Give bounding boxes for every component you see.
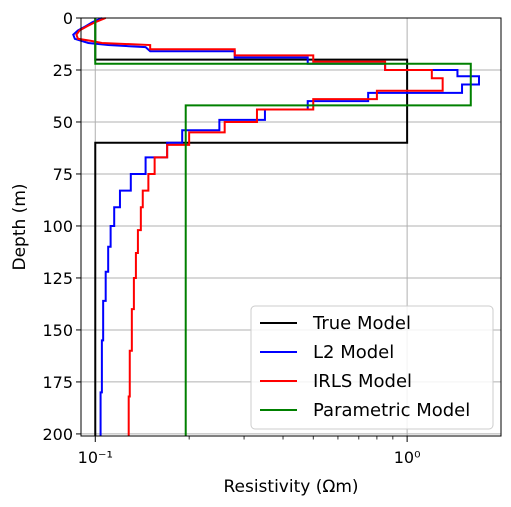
x-tick-label: 10⁻¹ — [78, 448, 113, 467]
legend-box — [250, 305, 494, 430]
legend-label-true-model: True Model — [312, 313, 411, 334]
axis-ticks: 0 25 50 75 100 125 150 175 200 10⁻¹ 10⁰ — [42, 9, 420, 467]
plot-area-frame — [80, 17, 502, 437]
y-tick-label: 200 — [42, 425, 73, 444]
y-tick-label: 175 — [42, 373, 73, 392]
y-tick-label: 25 — [53, 61, 73, 80]
l2-model-line — [72, 17, 480, 436]
legend: True Model L2 Model IRLS Model Parametric M… — [250, 305, 494, 430]
y-tick-label: 0 — [63, 9, 73, 28]
legend-label-irls-model: IRLS Model — [313, 371, 412, 392]
legend-label-l2-model: L2 Model — [313, 342, 394, 363]
y-tick-label: 150 — [42, 321, 73, 340]
y-axis-label: Depth (m) — [10, 183, 30, 270]
x-tick-label: 10⁰ — [394, 448, 421, 467]
legend-label-parametric-model: Parametric Model — [313, 400, 470, 421]
y-tick-label: 125 — [42, 269, 73, 288]
parametric-model-line — [94, 18, 472, 436]
x-axis-label: Resistivity (Ωm) — [223, 477, 358, 497]
irls-model-line — [75, 17, 444, 436]
y-tick-label: 50 — [53, 113, 73, 132]
series-lines — [72, 17, 480, 436]
y-tick-label: 75 — [53, 165, 73, 184]
y-tick-label: 100 — [42, 217, 73, 236]
